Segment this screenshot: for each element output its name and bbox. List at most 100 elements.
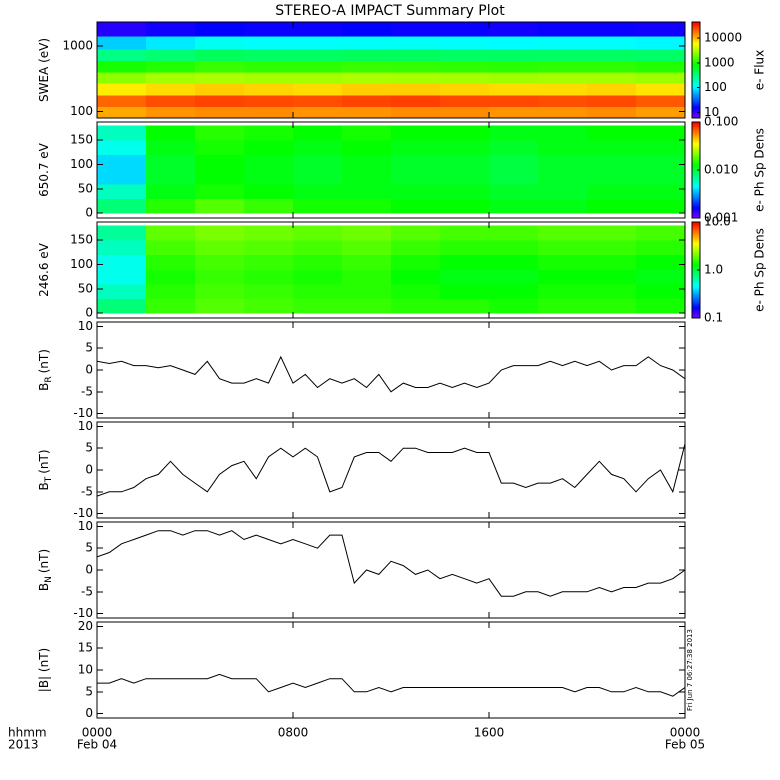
colorbar-label: e- Ph Sp Dens xyxy=(753,128,767,212)
colorbar-strip xyxy=(692,162,700,165)
heatmap-cell xyxy=(440,71,490,84)
heatmap-cell xyxy=(244,254,294,270)
colorbar-strip xyxy=(692,136,700,139)
colorbar-strip xyxy=(692,156,700,159)
y-axis-label: 246.6 eV xyxy=(37,242,51,297)
heatmap-cell xyxy=(636,283,685,300)
panel-frame xyxy=(96,321,686,419)
heatmap-cell xyxy=(391,106,441,118)
heatmap-cell xyxy=(97,169,147,185)
data-line xyxy=(97,355,685,393)
colorbar-strip xyxy=(692,302,700,305)
heatmap-cell xyxy=(636,48,685,61)
heatmap-cell xyxy=(244,83,294,96)
colorbar-strip xyxy=(692,40,700,43)
colorbar-strip xyxy=(692,138,700,141)
heatmap-cell xyxy=(293,298,343,314)
colorbar-strip xyxy=(692,304,700,307)
y-axis-label: |B| (nT) xyxy=(37,648,51,692)
colorbar-strip xyxy=(692,86,700,89)
y-axis-label: 650.7 eV xyxy=(37,142,51,197)
colorbar-strip xyxy=(692,274,700,277)
heatmap-cell xyxy=(391,225,441,241)
heatmap-cell xyxy=(440,154,490,170)
colorbar-strip xyxy=(692,202,700,205)
heatmap-cell xyxy=(97,83,147,96)
heatmap-cell xyxy=(440,83,490,96)
colorbar-strip xyxy=(692,130,700,133)
heatmap-cell xyxy=(244,94,294,107)
colorbar-strip xyxy=(692,28,700,31)
heatmap-cell xyxy=(636,71,685,84)
y-axis-label-sub: T xyxy=(44,476,54,483)
colorbar-strip xyxy=(692,160,700,163)
heatmap-cell xyxy=(342,269,392,285)
heatmap-cell xyxy=(391,140,441,156)
heatmap-cell xyxy=(538,83,588,96)
y-axis-label-sub: R xyxy=(44,376,54,382)
colorbar-strip xyxy=(692,216,700,219)
y-axis-label-unit: (nT) xyxy=(37,349,51,373)
heatmap-cell xyxy=(146,60,196,73)
heatmap-cell xyxy=(391,240,441,256)
heatmap-cell xyxy=(587,36,637,50)
colorbar-strip xyxy=(692,144,700,147)
y-tick-label: 100 xyxy=(70,157,93,171)
colorbar-strip xyxy=(692,44,700,47)
colorbar-strip xyxy=(692,104,700,107)
heatmap-cell xyxy=(97,269,147,285)
heatmap-cell xyxy=(391,22,441,37)
heatmap-cell xyxy=(587,298,637,314)
heatmap-cell xyxy=(146,125,196,141)
heatmap-cell xyxy=(587,183,637,200)
colorbar-strip xyxy=(692,88,700,91)
heatmap-cell xyxy=(97,225,147,241)
heatmap-cell xyxy=(293,254,343,270)
panel-frame xyxy=(96,621,686,719)
data-line xyxy=(97,673,685,697)
colorbar-strip xyxy=(692,58,700,61)
colorbar-strip xyxy=(692,206,700,209)
heatmap-cell xyxy=(391,71,441,84)
y-tick-label: 10 xyxy=(78,663,93,677)
colorbar-strip xyxy=(692,70,700,73)
heatmap-cell xyxy=(440,169,490,185)
colorbar-strip xyxy=(692,264,700,267)
y-axis-label-unit: (nT) xyxy=(37,449,51,473)
y-tick-label: -10 xyxy=(73,506,93,520)
heatmap-cell xyxy=(587,83,637,96)
heatmap-cell xyxy=(244,154,294,170)
heatmap-cell xyxy=(440,283,490,300)
heatmap-cell xyxy=(636,140,685,156)
heatmap-cell xyxy=(538,22,588,37)
heatmap-cell xyxy=(587,198,637,214)
colorbar-strip xyxy=(692,208,700,211)
colorbar-strip xyxy=(692,134,700,137)
colorbar-strip xyxy=(692,232,700,235)
heatmap-cell xyxy=(587,283,637,300)
y-axis-label-main: |B| (nT) xyxy=(37,648,51,692)
heatmap-cell xyxy=(587,94,637,107)
colorbar-strip xyxy=(692,310,700,313)
heatmap-cell xyxy=(489,106,539,118)
colorbar-strip xyxy=(692,36,700,39)
y-axis-label-sub: N xyxy=(44,576,54,583)
heatmap-cell xyxy=(342,48,392,61)
heatmap-cell xyxy=(636,60,685,73)
heatmap-cell xyxy=(244,106,294,118)
heatmap-cell xyxy=(587,169,637,185)
colorbar-strip xyxy=(692,60,700,63)
heatmap-cell xyxy=(538,240,588,256)
heatmap-cell xyxy=(244,140,294,156)
colorbar-strip xyxy=(692,74,700,77)
heatmap-cell xyxy=(538,125,588,141)
heatmap-cell xyxy=(146,154,196,170)
heatmap-cell xyxy=(293,140,343,156)
heatmap-cell xyxy=(587,140,637,156)
heatmap-cell xyxy=(146,169,196,185)
colorbar-strip xyxy=(692,84,700,87)
heatmap-cell xyxy=(391,60,441,73)
heatmap-cell xyxy=(342,169,392,185)
colorbar-strip xyxy=(692,168,700,171)
heatmap-cell xyxy=(538,48,588,61)
